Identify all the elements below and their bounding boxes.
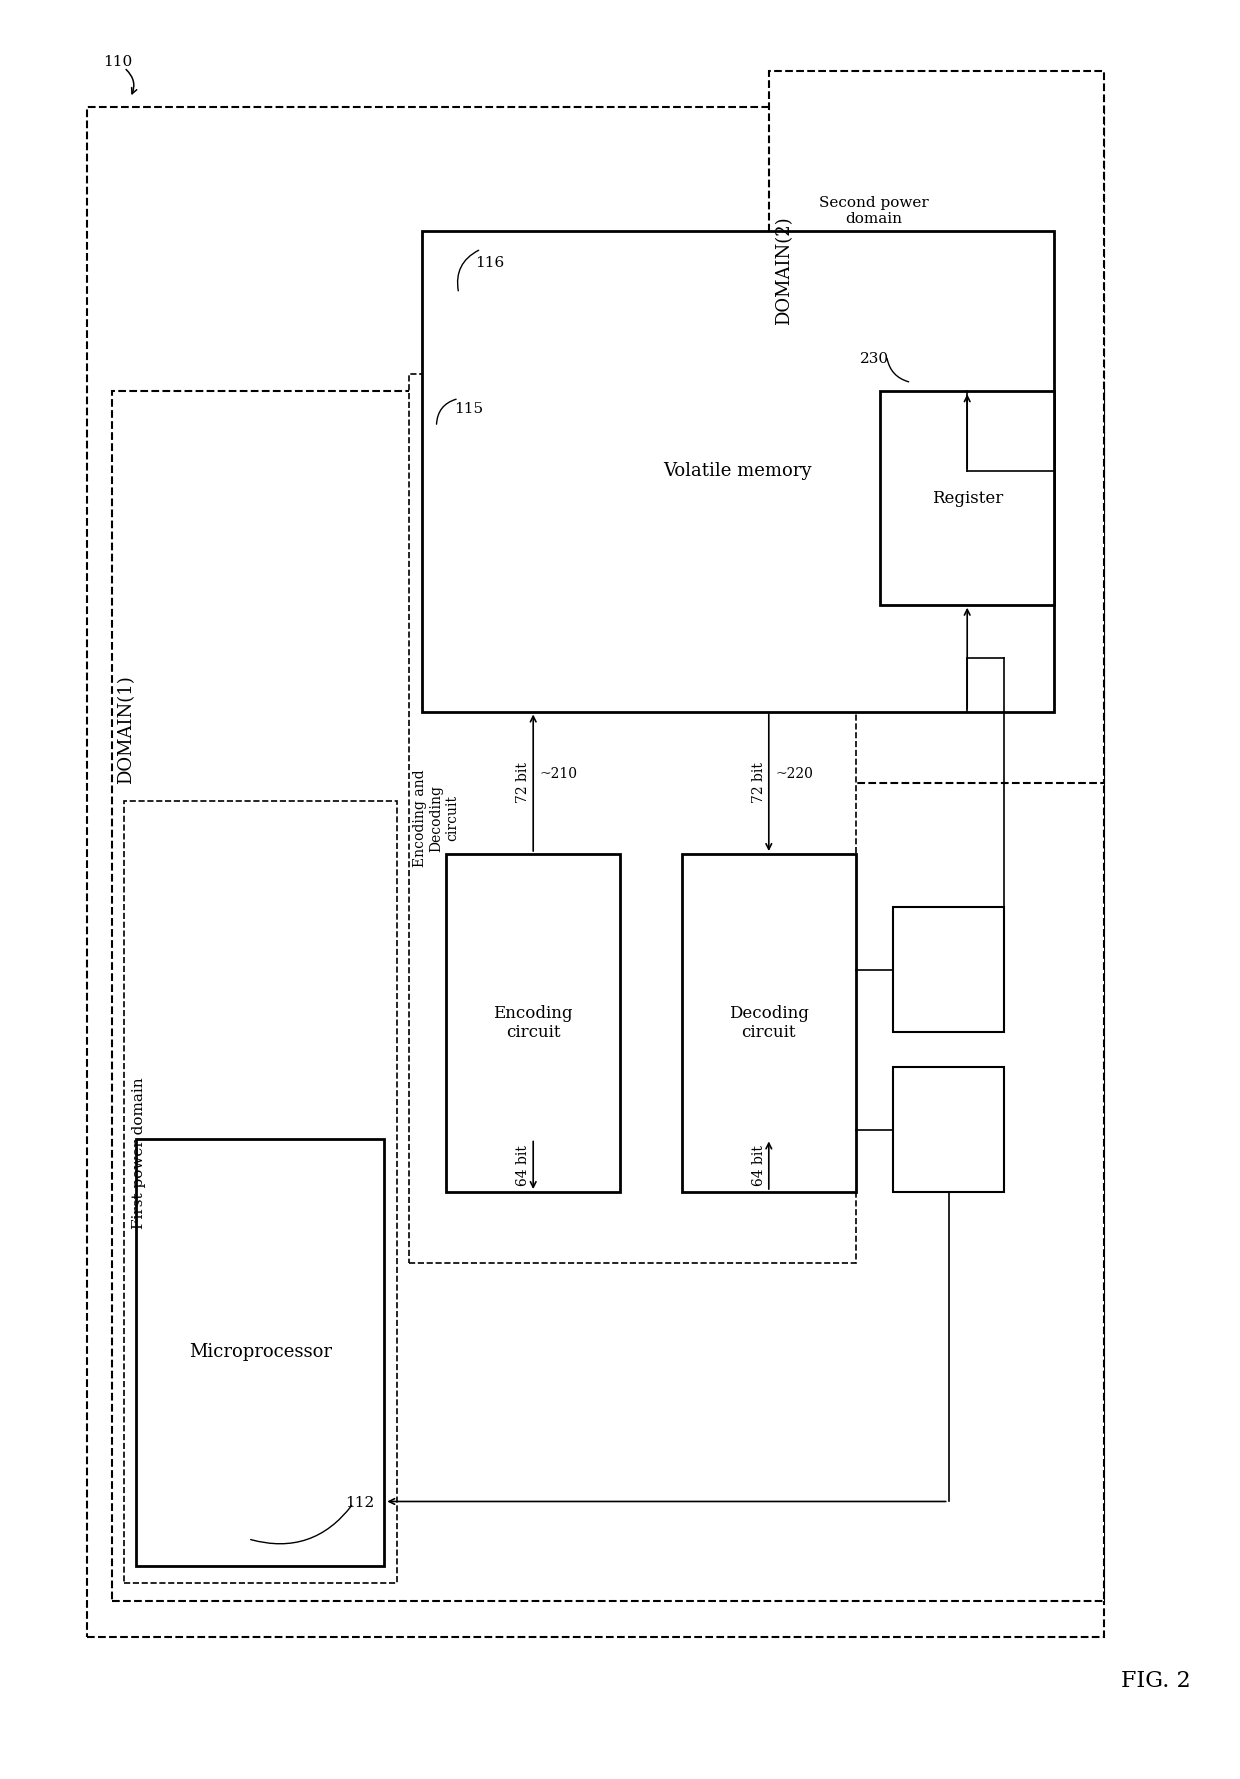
Text: First power domain: First power domain [131, 1076, 146, 1229]
Bar [446, 854, 620, 1192]
Text: 64 bit: 64 bit [751, 1146, 766, 1185]
Text: ~220: ~220 [775, 767, 813, 781]
Text: Microprocessor: Microprocessor [188, 1343, 332, 1361]
Bar [124, 801, 397, 1583]
Bar [880, 391, 1054, 605]
Bar [136, 1139, 384, 1566]
Text: 116: 116 [475, 256, 505, 270]
Text: DOMAIN(1): DOMAIN(1) [118, 676, 135, 785]
Bar [409, 374, 856, 1263]
Bar [769, 71, 1104, 783]
Text: Decoding
circuit: Decoding circuit [729, 1005, 808, 1041]
Text: 230: 230 [859, 352, 889, 366]
Bar [682, 854, 856, 1192]
Text: Encoding and
Decoding
circuit: Encoding and Decoding circuit [413, 770, 460, 866]
Bar [87, 107, 1104, 1637]
Text: Encoding
circuit: Encoding circuit [494, 1005, 573, 1041]
Bar [893, 907, 1004, 1032]
Text: 72 bit: 72 bit [516, 763, 531, 802]
Bar [422, 231, 1054, 712]
Text: 110: 110 [103, 55, 133, 69]
Text: 64 bit: 64 bit [516, 1146, 531, 1185]
Text: Register: Register [931, 489, 1003, 507]
Text: 72 bit: 72 bit [751, 763, 766, 802]
Text: DOMAIN(2): DOMAIN(2) [775, 215, 792, 326]
Text: Second power
domain: Second power domain [820, 196, 929, 226]
Text: 115: 115 [454, 402, 484, 416]
Bar [893, 1067, 1004, 1192]
Bar [112, 391, 1104, 1601]
Text: ~210: ~210 [539, 767, 578, 781]
Text: 112: 112 [345, 1496, 374, 1510]
Text: FIG. 2: FIG. 2 [1121, 1670, 1190, 1692]
Text: Volatile memory: Volatile memory [663, 463, 812, 480]
